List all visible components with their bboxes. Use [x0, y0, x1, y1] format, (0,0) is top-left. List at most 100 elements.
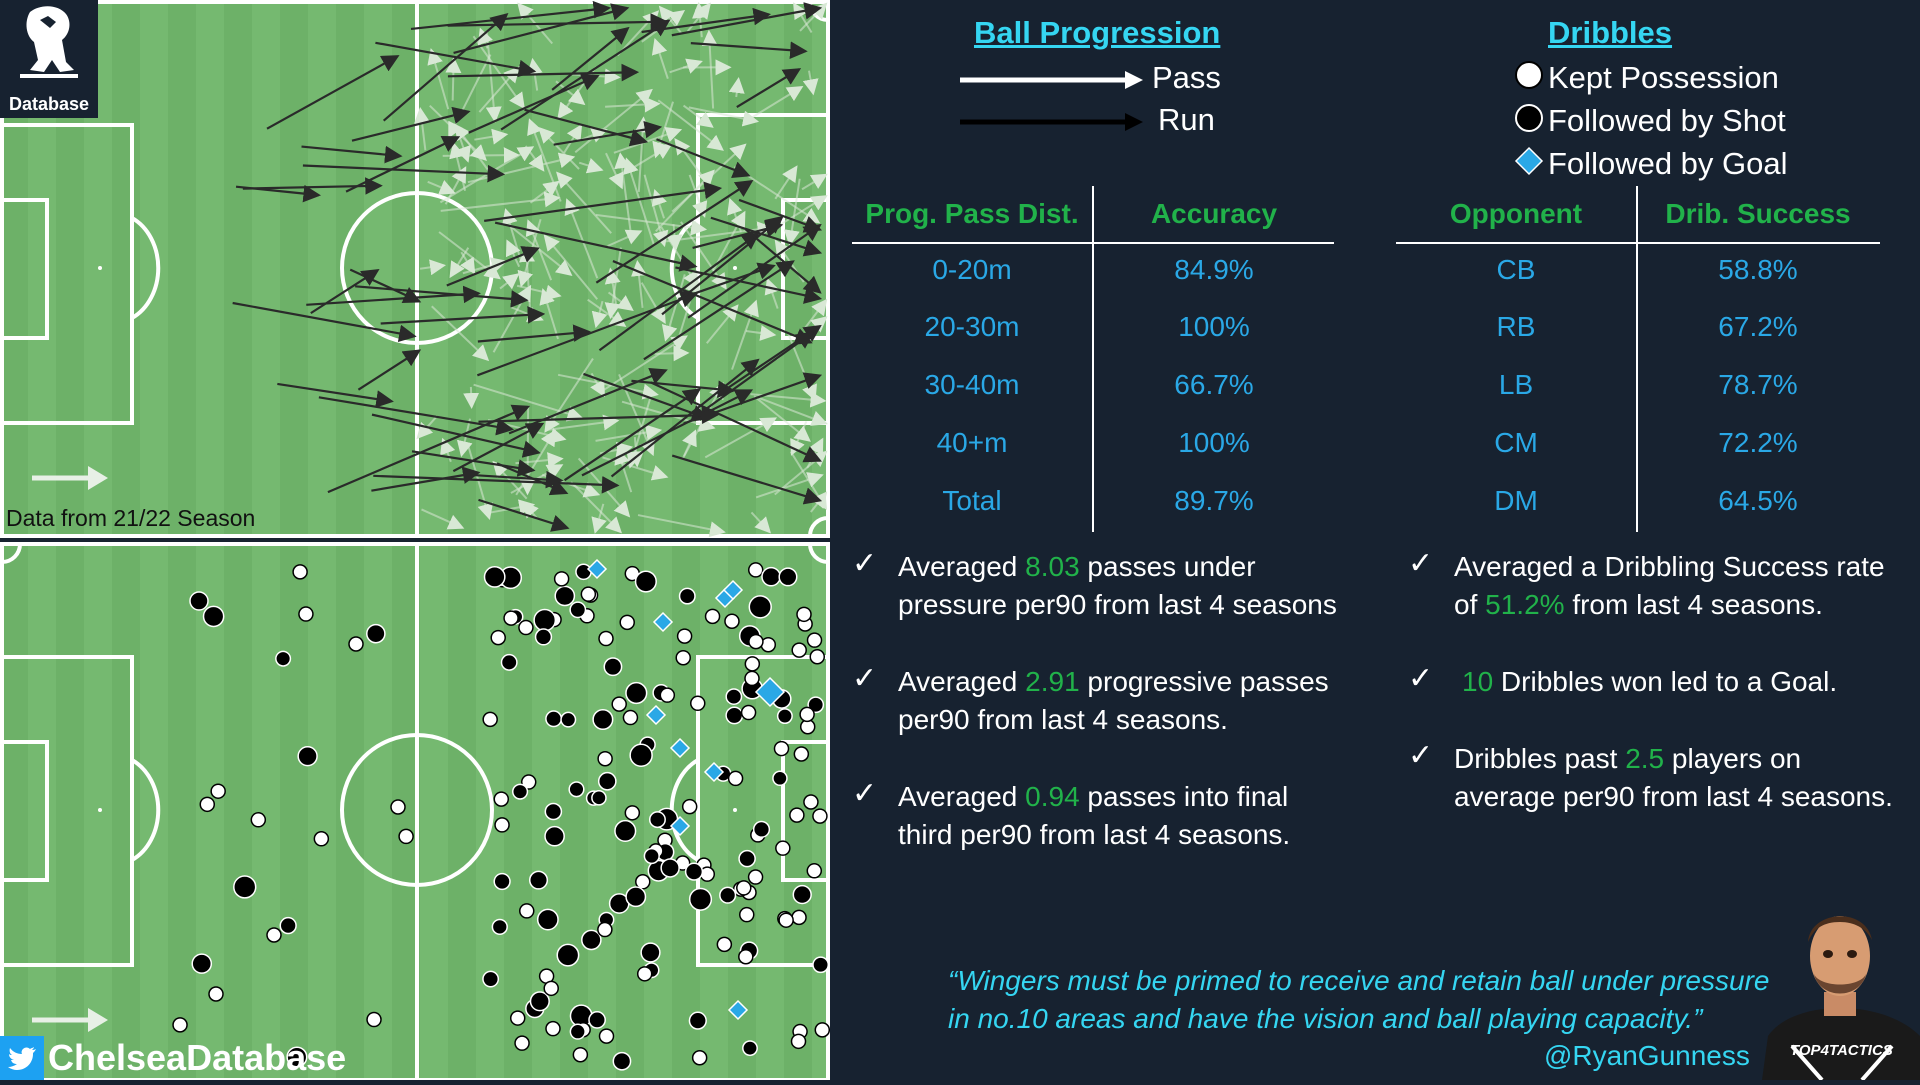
kept-possession-marker: [779, 913, 793, 927]
kept-possession-marker: [612, 697, 626, 711]
kept-possession-marker: [638, 967, 652, 981]
kept-possession-marker: [691, 696, 705, 710]
kept-possession-marker: [599, 632, 613, 646]
shot-dribble-marker: [754, 821, 770, 837]
shot-dribble-marker: [592, 791, 606, 805]
quote-line-1: “Wingers must be primed to receive and r…: [948, 962, 1769, 1000]
kept-possession-marker: [739, 950, 753, 964]
shot-dribble-marker: [690, 888, 712, 910]
twitter-icon: [0, 1036, 44, 1080]
shot-dribble-marker: [779, 568, 797, 586]
kept-possession-marker: [737, 881, 751, 895]
kept-possession-marker: [725, 614, 739, 628]
shot-dribble-marker: [686, 863, 703, 880]
check-icon: ✓: [1408, 546, 1433, 581]
kept-possession-marker: [729, 771, 743, 785]
shot-dribble-marker: [589, 1012, 605, 1028]
note-dribbling-success: Averaged a Dribbling Success rate of 51.…: [1454, 548, 1885, 624]
kept-possession-marker: [683, 800, 697, 814]
shot-dribble-marker: [626, 683, 647, 704]
kept-possession-marker: [800, 707, 814, 721]
kept-possession-marker: [745, 657, 759, 671]
pass-arrow: [453, 59, 454, 101]
chelsea-database-logo: Database: [0, 0, 98, 118]
kept-possession-marker: [749, 563, 763, 577]
kept-possession-marker: [491, 631, 505, 645]
dribble-table-header-opponent: Opponent: [1396, 198, 1636, 230]
kept-possession-marker: [678, 629, 692, 643]
dribbles-title[interactable]: Dribbles: [1548, 15, 1672, 51]
shot-dribble-marker: [749, 596, 771, 618]
shot-dribble-marker: [689, 1012, 706, 1029]
table-cell: 100%: [1094, 427, 1334, 459]
shot-dribble-marker: [192, 954, 211, 973]
pass-table-header-distance: Prog. Pass Dist.: [852, 198, 1092, 230]
shot-dribble-marker: [661, 859, 679, 877]
kept-possession-marker: [625, 806, 639, 820]
kept-possession-marker: [797, 607, 811, 621]
shot-dribble-marker: [626, 887, 645, 906]
shot-dribble-marker: [534, 609, 555, 630]
table-row: CB: [1396, 254, 1636, 286]
shot-dribble-marker: [569, 782, 584, 797]
kept-possession-marker: [519, 621, 533, 635]
table-row: 20-30m: [852, 311, 1092, 343]
kept-possession-marker: [749, 870, 763, 884]
kept-possession-marker: [790, 808, 804, 822]
table-row: 0-20m: [852, 254, 1092, 286]
ball-progression-title[interactable]: Ball Progression: [974, 15, 1220, 51]
kept-possession-marker: [776, 841, 790, 855]
kept-possession-marker: [349, 637, 363, 651]
shot-dribble-marker: [555, 586, 574, 605]
table-cell: 72.2%: [1638, 427, 1878, 459]
kept-possession-marker: [173, 1018, 187, 1032]
shot-dribble-marker: [234, 876, 256, 898]
twitter-handle[interactable]: ChelseaDatabase: [0, 1036, 346, 1080]
shot-dribble-marker: [630, 744, 652, 766]
dribble-table-divider: [1636, 186, 1638, 532]
kept-possession-marker: [555, 572, 569, 586]
pass-legend-label: Pass: [1152, 60, 1221, 96]
kept-possession-marker: [200, 797, 214, 811]
shot-dribble-marker: [593, 710, 613, 730]
table-row: 30-40m: [852, 369, 1092, 401]
table-cell: 89.7%: [1094, 485, 1334, 517]
kept-possession-marker: [293, 565, 307, 579]
shot-dribble-marker: [204, 606, 224, 626]
table-cell: 66.7%: [1094, 369, 1334, 401]
kept-possession-marker: [717, 937, 731, 951]
shot-dribble-marker: [650, 812, 665, 827]
shot-dribble-marker: [739, 851, 755, 867]
kept-possession-marker: [620, 615, 634, 629]
kept-possession-marker: [544, 981, 558, 995]
kept-possession-marker: [792, 643, 806, 657]
shot-dribble-marker: [557, 944, 578, 965]
pass-legend-arrow-icon: [960, 60, 1145, 100]
shot-dribble-marker: [492, 919, 507, 934]
table-row: LB: [1396, 369, 1636, 401]
shot-dribble-marker: [582, 930, 601, 949]
shot-dribble-marker: [726, 689, 741, 704]
shot-dribble-marker: [644, 849, 659, 864]
shot-dribble-marker: [545, 827, 564, 846]
shot-dribble-marker: [570, 1024, 585, 1039]
table-cell: 64.5%: [1638, 485, 1878, 517]
dribble-table-header-success: Drib. Success: [1638, 198, 1878, 230]
check-icon: ✓: [1408, 738, 1433, 773]
pass-table-divider: [1092, 186, 1094, 532]
kept-possession-marker: [209, 987, 223, 1001]
shot-dribble-marker: [546, 711, 561, 726]
shot-dribble-marker: [485, 567, 505, 587]
shot-dribble-marker: [545, 803, 561, 819]
kept-possession-marker: [573, 1048, 587, 1062]
shot-dribble-marker: [298, 747, 317, 766]
shot-dribble-marker: [604, 658, 621, 675]
kept-possession-marker: [745, 671, 759, 685]
table-row: Total: [852, 485, 1092, 517]
quote-author[interactable]: @RyanGunness: [1544, 1040, 1750, 1072]
pass-arrow: [471, 387, 472, 407]
logo-label: Database: [0, 94, 98, 115]
note-progressive-passes: Averaged 2.91 progressive passes per90 f…: [898, 663, 1329, 739]
table-row: RB: [1396, 311, 1636, 343]
shot-dribble-marker: [538, 909, 558, 929]
